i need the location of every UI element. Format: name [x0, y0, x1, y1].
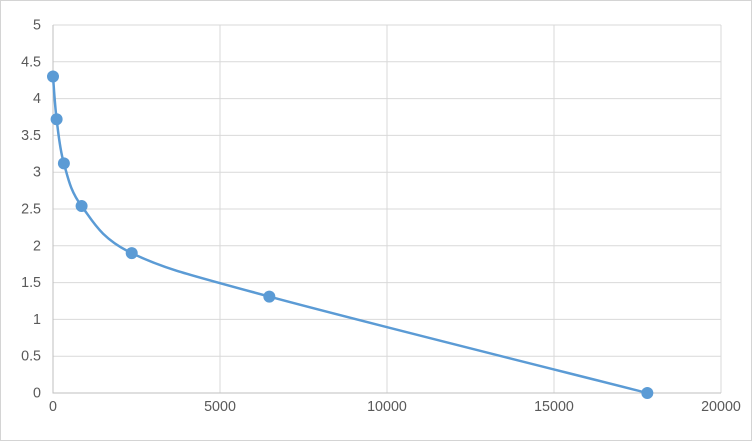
svg-text:0.5: 0.5 [21, 349, 41, 365]
svg-text:3: 3 [33, 165, 41, 181]
svg-text:10000: 10000 [367, 399, 407, 415]
svg-text:15000: 15000 [534, 399, 574, 415]
svg-text:0: 0 [49, 399, 57, 415]
svg-text:2: 2 [33, 238, 41, 254]
svg-text:3.5: 3.5 [21, 128, 41, 144]
svg-text:4: 4 [33, 91, 41, 107]
svg-text:2.5: 2.5 [21, 202, 41, 218]
svg-text:0: 0 [33, 386, 41, 402]
svg-text:20000: 20000 [701, 399, 741, 415]
svg-text:1: 1 [33, 312, 41, 328]
svg-text:5: 5 [33, 18, 41, 34]
svg-text:5000: 5000 [204, 399, 236, 415]
svg-text:4.5: 4.5 [21, 54, 41, 70]
svg-text:1.5: 1.5 [21, 275, 41, 291]
